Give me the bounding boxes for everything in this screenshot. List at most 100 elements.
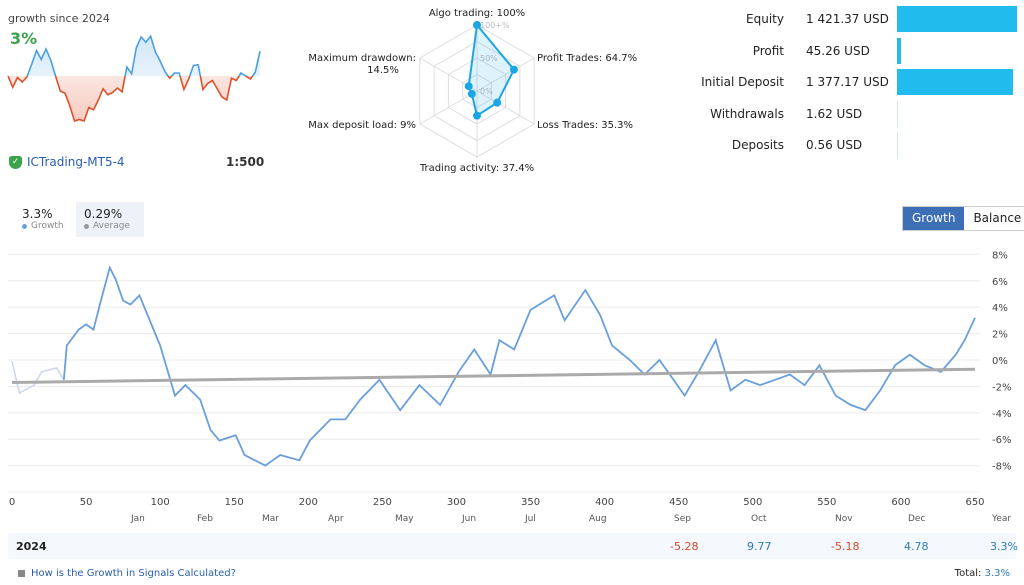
- year-row: 2024 Jan Feb Mar Apr May Jun Jul Aug Sep Oct Nov De…: [8, 514, 1018, 559]
- y-tick-label: 0%: [992, 356, 1008, 367]
- radar-ring-label: 100+%: [480, 21, 510, 30]
- year-label: 2024: [16, 540, 47, 553]
- month-label: Aug: [589, 514, 607, 524]
- radar-ring-label: 0%: [480, 87, 493, 96]
- mini-line-up: [8, 34, 261, 76]
- stat-bar: [897, 37, 901, 64]
- x-tick-label: 500: [743, 497, 762, 508]
- mini-area-down: [8, 76, 260, 121]
- verified-shield-icon: ✓: [9, 155, 22, 169]
- stat-label: Equity: [746, 12, 784, 26]
- radar-axis-label: Maximum drawdown:: [308, 53, 416, 64]
- stat-value: 1.62 USD: [806, 106, 863, 121]
- y-tick-label: 4%: [992, 303, 1008, 314]
- stat-value: 1 421.37 USD: [806, 12, 889, 26]
- x-tick-label: 100: [151, 497, 170, 508]
- radar-axis-label: 14.5%: [367, 65, 399, 76]
- stat-bar: [897, 69, 1014, 95]
- month-label: Mar: [262, 514, 279, 524]
- chart-mode-tabs: Growth Balance: [902, 206, 1024, 231]
- average-line: [11, 367, 976, 384]
- x-tick-label: 350: [521, 497, 540, 508]
- y-tick-label: -8%: [992, 462, 1011, 473]
- stat-row: Deposits 0.56 USD: [660, 131, 1020, 159]
- stat-label: Withdrawals: [710, 106, 784, 121]
- x-tick-label: 600: [891, 497, 910, 508]
- year-header: Year: [992, 514, 1012, 524]
- month-value: -5.18: [831, 540, 860, 553]
- radar-area: [467, 22, 516, 118]
- radar-axis-label: Algo trading: 100%: [429, 8, 525, 19]
- month-label: Apr: [328, 514, 344, 524]
- average-dot-icon: [84, 223, 89, 229]
- month-label: Oct: [751, 514, 767, 524]
- stat-row: Initial Deposit 1 377.17 USD: [660, 68, 1020, 96]
- growth-chart: 8% 6% 4% 2% 0% -2% -4% -6% -8% 0 50 100 150 200 250 300…: [8, 250, 1011, 508]
- y-tick-label: -6%: [992, 435, 1011, 446]
- radar-spoke: [476, 90, 535, 125]
- radar-point: [464, 82, 473, 91]
- radar-ring-label: 50%: [480, 54, 498, 63]
- broker-link[interactable]: ✓ ICTrading-MT5-4: [9, 155, 125, 169]
- stat-row: Withdrawals 1.62 USD: [660, 100, 1020, 128]
- total-value: 3.3%: [984, 568, 1010, 579]
- month-label: Jan: [131, 514, 145, 524]
- legend-growth-name: Growth: [31, 221, 64, 231]
- leverage: 1:500: [226, 155, 265, 169]
- legend-average[interactable]: 0.29% Average: [76, 202, 144, 237]
- legend-growth[interactable]: 3.3% Growth: [14, 202, 72, 237]
- x-tick-label: 650: [965, 497, 984, 508]
- mini-growth-chart: [7, 34, 261, 123]
- growth-line-pre: [11, 361, 65, 395]
- y-tick-label: 6%: [992, 277, 1008, 288]
- month-label: Sep: [674, 514, 691, 524]
- radar-axis-label: Profit Trades: 64.7%: [537, 53, 637, 64]
- legend-growth-value: 3.3%: [22, 207, 53, 221]
- x-tick-label: 450: [669, 497, 688, 508]
- year-total: 3.3%: [990, 540, 1018, 553]
- radar-point: [467, 89, 476, 98]
- broker-name: ICTrading-MT5-4: [27, 155, 125, 169]
- stat-value: 45.26 USD: [806, 43, 870, 58]
- stat-bar: [897, 100, 898, 127]
- growth-since-label: growth since 2024: [8, 12, 110, 25]
- x-tick-label: 250: [373, 497, 392, 508]
- stat-bar: [897, 6, 1017, 32]
- stat-row: Profit 45.26 USD: [660, 37, 1020, 65]
- growth-value: 3%: [10, 29, 38, 48]
- radar-spoke: [419, 90, 478, 125]
- mini-area-up: [8, 36, 260, 76]
- radar-point: [473, 21, 481, 29]
- month-label: Jun: [462, 514, 477, 524]
- radar-axis-label: Loss Trades: 35.3%: [537, 120, 633, 131]
- y-tick-label: -2%: [992, 382, 1011, 393]
- month-header: Jan Feb Mar Apr May Jun Jul Aug Sep Oct Nov Dec Year: [8, 514, 1016, 528]
- radar-axis-label: Trading activity: 37.4%: [419, 163, 534, 174]
- radar-point: [473, 111, 481, 120]
- month-label: Dec: [908, 514, 926, 524]
- growth-dot-icon: [22, 223, 27, 229]
- help-link[interactable]: How is the Growth in Signals Calculated?: [18, 568, 236, 579]
- tab-growth[interactable]: Growth: [903, 207, 965, 230]
- radar-chart: 100+% 50% 0% Algo trading: 100% Profit Trade…: [308, 8, 637, 174]
- month-value: 9.77: [747, 540, 772, 553]
- stat-row: Equity 1 421.37 USD: [660, 5, 1020, 33]
- legend-average-name: Average: [93, 221, 130, 231]
- month-value: 4.78: [904, 540, 929, 553]
- growth-line: [62, 265, 976, 467]
- help-link-text: How is the Growth in Signals Calculated?: [31, 568, 236, 579]
- radar-spoke: [476, 57, 535, 92]
- total-label: Total:: [954, 568, 982, 579]
- x-tick-label: 0: [9, 497, 15, 508]
- tab-balance[interactable]: Balance: [973, 211, 1022, 225]
- radar-axis-label: Max deposit load: 9%: [308, 120, 416, 131]
- month-label: Feb: [197, 514, 213, 524]
- stat-value: 1 377.17 USD: [806, 75, 889, 89]
- x-tick-label: 200: [299, 497, 318, 508]
- month-value: -5.28: [670, 540, 699, 553]
- y-tick-label: -4%: [992, 409, 1011, 420]
- book-icon: [18, 570, 25, 577]
- stat-label: Initial Deposit: [701, 75, 784, 89]
- total: Total: 3.3%: [955, 568, 1010, 579]
- mini-line-down: [7, 76, 254, 123]
